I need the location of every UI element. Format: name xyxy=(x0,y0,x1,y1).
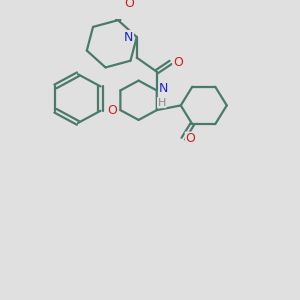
Text: H: H xyxy=(158,98,166,108)
Text: O: O xyxy=(107,103,117,117)
Text: O: O xyxy=(124,0,134,10)
Text: N: N xyxy=(124,31,134,44)
Text: O: O xyxy=(185,132,195,145)
Text: O: O xyxy=(173,56,183,69)
Text: N: N xyxy=(159,82,168,95)
